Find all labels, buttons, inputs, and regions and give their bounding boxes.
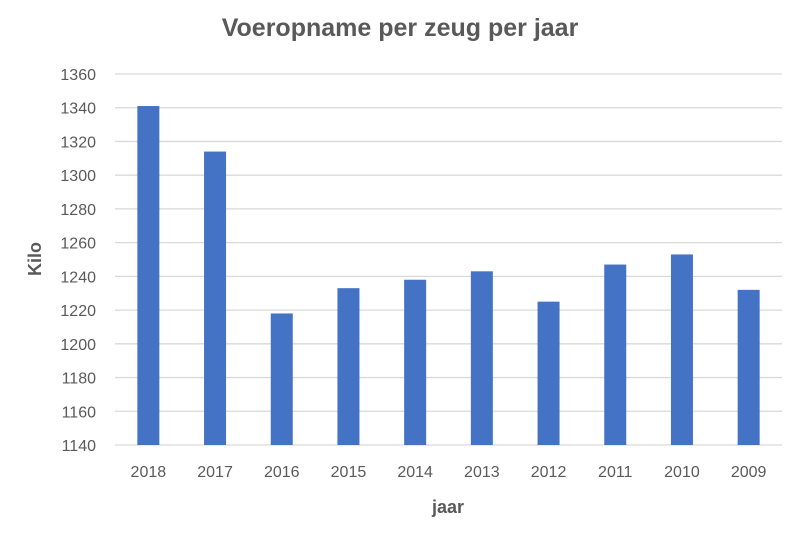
y-axis-ticks: 1140 1160 1180 1200 1220 1240 1260 1280 1300 1320… [60,67,96,455]
bar-2009 [737,289,760,445]
bars [137,106,760,446]
x-tick-label: 2012 [531,464,567,481]
y-tick-label: 1280 [60,202,96,219]
gridlines [115,73,782,446]
bar-2010 [670,254,693,445]
bar-2018 [137,106,160,446]
y-tick-label: 1200 [60,337,96,354]
x-tick-label: 2015 [331,464,367,481]
y-tick-label: 1160 [62,404,97,421]
y-tick-label: 1360 [60,67,96,84]
x-tick-label: 2017 [197,464,233,481]
y-tick-label: 1300 [60,168,96,185]
x-tick-label: 2016 [264,464,300,481]
bar-2013 [470,271,493,445]
x-axis-ticks: 2018 2017 2016 2015 2014 2013 2012 2011 2010 2009 [131,464,767,481]
y-tick-label: 1180 [62,371,97,388]
x-axis-label: jaar [431,497,464,517]
bar-2015 [337,288,360,445]
bar-2012 [537,301,560,445]
bar-2017 [204,151,227,445]
y-tick-label: 1220 [60,303,96,320]
y-tick-label: 1340 [60,101,96,118]
x-tick-label: 2013 [464,464,500,481]
y-tick-label: 1140 [62,438,97,455]
x-tick-label: 2009 [731,464,767,481]
y-tick-label: 1240 [60,269,96,286]
x-tick-label: 2010 [664,464,700,481]
x-tick-label: 2018 [131,464,167,481]
y-tick-label: 1260 [60,236,96,253]
x-tick-label: 2014 [397,464,433,481]
x-tick-label: 2011 [598,464,633,481]
bar-2014 [404,279,427,445]
y-axis-label: Kilo [25,242,45,276]
bar-2016 [270,313,293,445]
y-tick-label: 1320 [60,134,96,151]
chart-title: Voeropname per zeug per jaar [222,14,579,42]
bar-2011 [604,264,627,445]
